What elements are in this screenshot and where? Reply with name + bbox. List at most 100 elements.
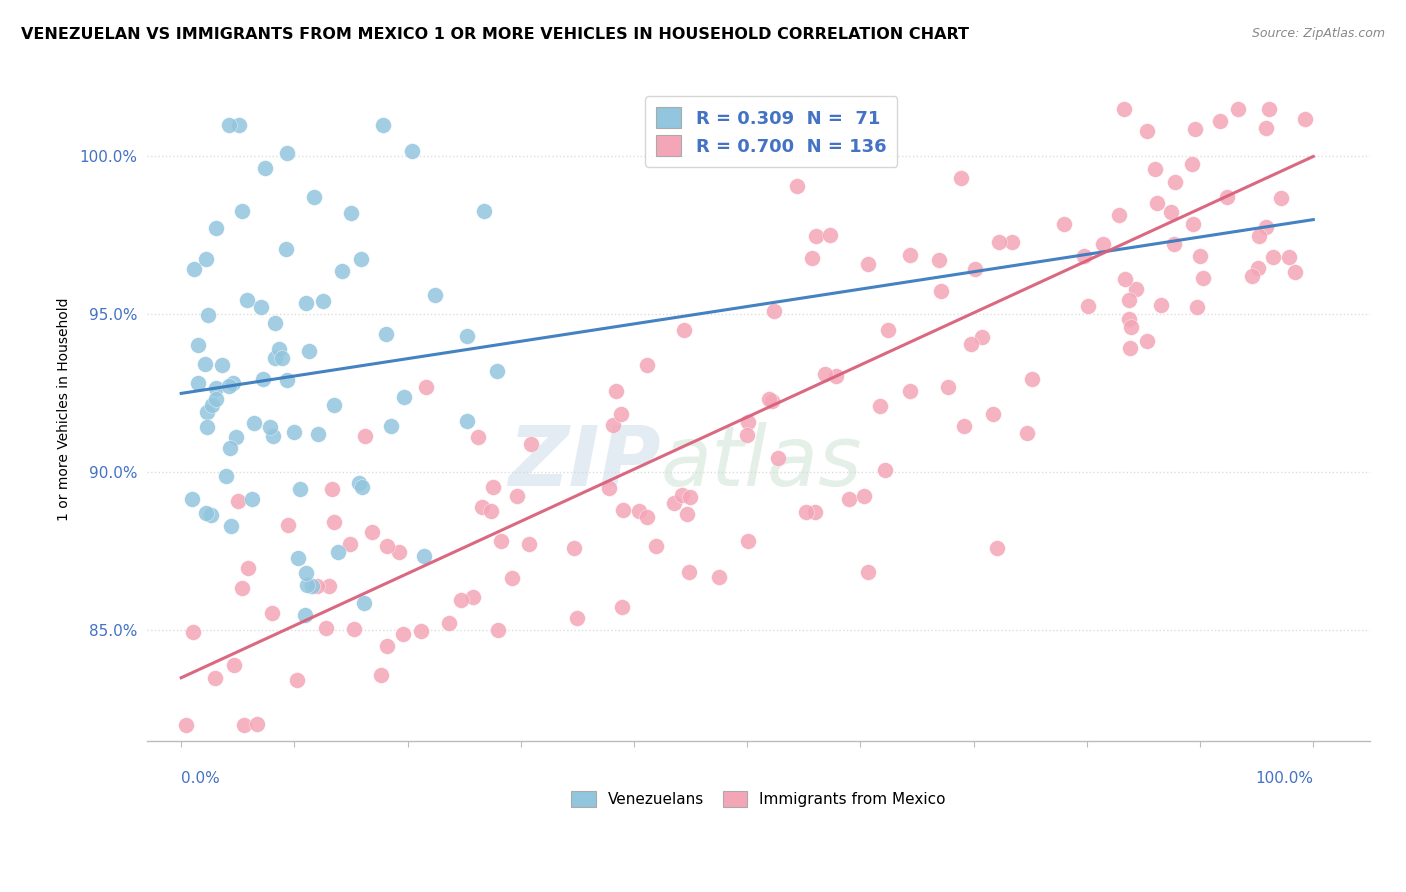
Point bbox=[931, 284, 953, 298]
Point bbox=[315, 621, 337, 635]
Point bbox=[1108, 208, 1130, 222]
Point bbox=[501, 571, 523, 585]
Point bbox=[197, 309, 219, 323]
Point bbox=[1209, 114, 1232, 128]
Point bbox=[506, 489, 529, 503]
Point bbox=[218, 379, 240, 393]
Point bbox=[174, 718, 197, 732]
Point bbox=[1278, 251, 1301, 265]
Point bbox=[1247, 260, 1270, 275]
Point bbox=[380, 418, 402, 433]
Point bbox=[371, 118, 394, 132]
Point bbox=[228, 118, 250, 132]
Point bbox=[254, 161, 277, 175]
Point bbox=[1256, 219, 1278, 234]
Point bbox=[330, 264, 353, 278]
Point bbox=[737, 415, 759, 429]
Point bbox=[205, 220, 228, 235]
Point bbox=[737, 533, 759, 548]
Point bbox=[489, 533, 512, 548]
Point bbox=[238, 561, 260, 575]
Point bbox=[260, 606, 283, 620]
Point bbox=[471, 500, 494, 515]
Point bbox=[225, 430, 247, 444]
Point bbox=[295, 578, 318, 592]
Point bbox=[412, 549, 434, 563]
Point bbox=[1118, 293, 1140, 308]
Point bbox=[1257, 102, 1279, 116]
Point bbox=[986, 541, 1008, 555]
Point bbox=[519, 537, 541, 551]
Point bbox=[936, 380, 959, 394]
Point bbox=[1261, 250, 1284, 264]
Point bbox=[183, 624, 205, 639]
Point bbox=[423, 288, 446, 302]
Point bbox=[375, 640, 398, 654]
Point bbox=[472, 204, 495, 219]
Point bbox=[360, 524, 382, 539]
Point bbox=[352, 479, 374, 493]
Point bbox=[194, 357, 217, 371]
Point bbox=[1216, 190, 1239, 204]
Point bbox=[1192, 271, 1215, 285]
Point bbox=[486, 364, 509, 378]
Point bbox=[295, 296, 318, 310]
Point bbox=[735, 427, 758, 442]
Point bbox=[794, 505, 817, 519]
Point bbox=[814, 368, 837, 382]
Point bbox=[481, 479, 503, 493]
Point bbox=[1150, 298, 1173, 312]
Point bbox=[232, 718, 254, 732]
Point bbox=[873, 463, 896, 477]
Point bbox=[610, 599, 633, 614]
Point bbox=[983, 407, 1005, 421]
Point bbox=[205, 392, 228, 407]
Point bbox=[1185, 300, 1208, 314]
Point bbox=[187, 337, 209, 351]
Point bbox=[1119, 341, 1142, 355]
Point bbox=[318, 579, 340, 593]
Point bbox=[598, 482, 620, 496]
Point bbox=[456, 329, 478, 343]
Point bbox=[761, 393, 783, 408]
Point bbox=[194, 252, 217, 267]
Point bbox=[354, 429, 377, 443]
Point bbox=[277, 518, 299, 533]
Point bbox=[204, 671, 226, 685]
Point bbox=[1021, 372, 1043, 386]
Point bbox=[301, 579, 323, 593]
Point bbox=[195, 405, 218, 419]
Point bbox=[1017, 426, 1039, 441]
Point bbox=[988, 235, 1011, 250]
Point bbox=[1160, 204, 1182, 219]
Point bbox=[707, 570, 730, 584]
Point bbox=[401, 144, 423, 158]
Point bbox=[283, 425, 305, 440]
Text: ZIP: ZIP bbox=[508, 422, 661, 503]
Point bbox=[858, 257, 880, 271]
Point bbox=[243, 416, 266, 430]
Point bbox=[949, 171, 972, 186]
Point bbox=[246, 716, 269, 731]
Point bbox=[295, 566, 318, 580]
Point bbox=[627, 504, 650, 518]
Point bbox=[1227, 102, 1250, 116]
Point bbox=[226, 493, 249, 508]
Point bbox=[456, 414, 478, 428]
Point bbox=[339, 537, 361, 551]
Point bbox=[183, 261, 205, 276]
Point bbox=[804, 505, 827, 519]
Point bbox=[662, 496, 685, 510]
Point bbox=[224, 658, 246, 673]
Point bbox=[676, 507, 699, 521]
Point bbox=[231, 203, 253, 218]
Point bbox=[263, 351, 285, 365]
Point bbox=[928, 252, 950, 267]
Point bbox=[818, 227, 841, 242]
Point bbox=[1254, 120, 1277, 135]
Point bbox=[321, 482, 343, 496]
Point bbox=[1114, 272, 1136, 286]
Point bbox=[294, 607, 316, 622]
Point bbox=[221, 376, 243, 391]
Point bbox=[1270, 191, 1292, 205]
